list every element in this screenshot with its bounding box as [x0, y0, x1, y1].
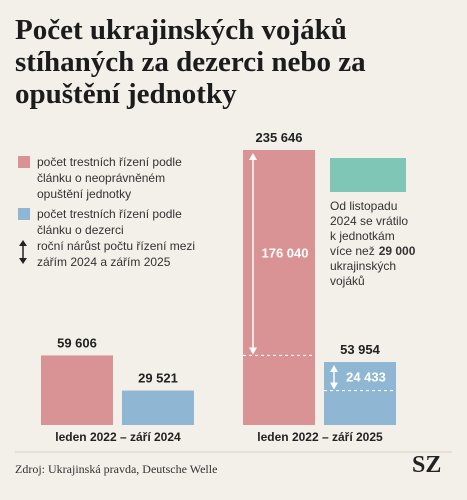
annotation-line: vojáků [330, 274, 460, 289]
annotation-text: vojáků [330, 274, 365, 288]
annotation-text: více než [330, 244, 375, 258]
source: Zdroj: Ukrajinská pravda, Deutsche Welle [15, 462, 218, 476]
annotation-line: Od listopadu [330, 199, 460, 214]
annotation-text: 29 000 [378, 244, 416, 258]
annotation-text: Od listopadu [330, 199, 398, 213]
value-label: 53 954 [340, 342, 381, 357]
annotation-box [330, 158, 406, 192]
growth-arrow [249, 153, 257, 355]
chart-title: Počet ukrajinských vojáků stíhaných za d… [15, 14, 366, 110]
bar [324, 362, 396, 425]
logo: SZ [412, 452, 442, 478]
arrow-head [330, 365, 338, 390]
value-label: 29 521 [138, 371, 178, 386]
legend-label: roční nárůst počtu řízení mezi zářím 202… [37, 239, 196, 269]
growth-label: 24 433 [346, 369, 386, 384]
annotation-line: ukrajinských [330, 259, 460, 274]
annotation-line: k jednotkám [330, 229, 460, 244]
value-label: 235 646 [256, 130, 303, 145]
value-label: 59 606 [57, 335, 97, 350]
legend-label: počet trestních řízení podle článku o de… [37, 207, 182, 237]
x-tick-label: leden 2022 – září 2025 [257, 430, 383, 444]
annotation-text: k jednotkám [330, 229, 395, 243]
growth-arrow [330, 365, 338, 390]
annotation-line: více než 29 000 [330, 244, 460, 259]
bar [41, 355, 113, 425]
annotation-line: 2024 se vrátilo [330, 214, 460, 229]
annotation: Od listopadu 2024 se vrátilo k jednotkám ví… [330, 199, 460, 289]
legend-arrow [19, 240, 27, 264]
growth-label: 176 040 [262, 246, 309, 261]
annotation-text: 2024 se vrátilo [330, 214, 409, 228]
legend-swatch [18, 156, 30, 168]
bar [243, 150, 315, 425]
bar [122, 390, 194, 425]
annotation-text: ukrajinských [330, 259, 397, 273]
legend-swatch [18, 208, 30, 220]
legend-label: počet trestních řízení podle článku o ne… [37, 155, 182, 201]
x-tick-label: leden 2022 – září 2024 [55, 430, 181, 444]
